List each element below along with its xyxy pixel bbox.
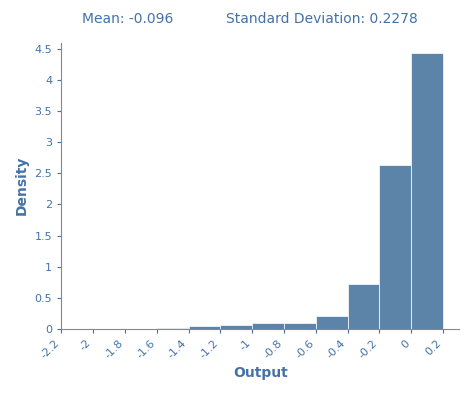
Y-axis label: Density: Density	[15, 156, 29, 215]
Bar	[316, 316, 347, 329]
Text: Standard Deviation: 0.2278: Standard Deviation: 0.2278	[227, 12, 418, 26]
Bar	[189, 326, 220, 329]
Bar	[284, 323, 316, 329]
Bar	[252, 323, 284, 329]
Bar	[220, 325, 252, 329]
Bar	[380, 165, 411, 329]
X-axis label: Output: Output	[233, 366, 288, 380]
Bar	[347, 284, 380, 329]
Text: Mean: -0.096: Mean: -0.096	[82, 12, 173, 26]
Bar	[411, 53, 443, 329]
Bar	[157, 327, 189, 329]
